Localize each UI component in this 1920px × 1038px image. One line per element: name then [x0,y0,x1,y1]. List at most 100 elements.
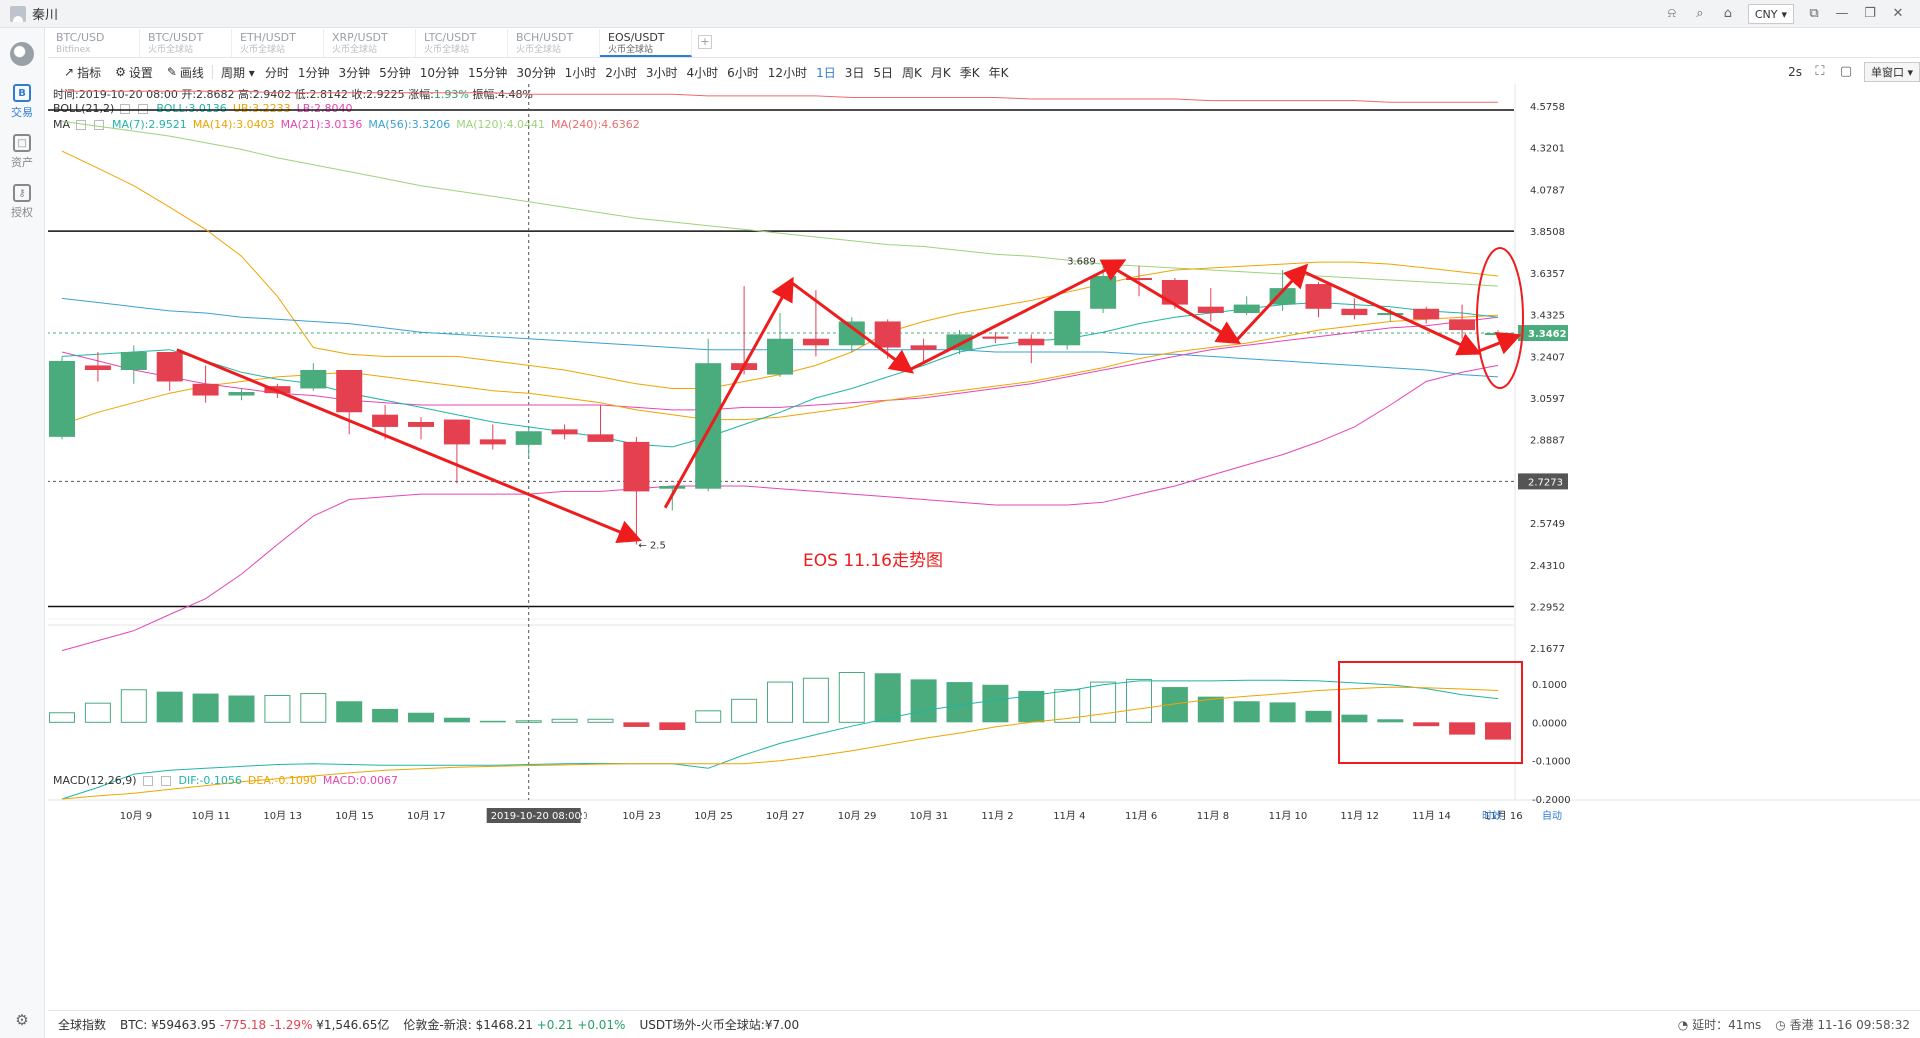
macd-bar-up [731,698,758,723]
x-tick-label: 10月 31 [910,810,949,822]
tab-eth-usdt[interactable]: ETH/USDT 火币全球站 [232,29,324,57]
tab-btc-usd[interactable]: BTC/USD Bitfinex [48,29,140,57]
period-dropdown[interactable]: 周期 ▾ [221,64,255,81]
macd-bar-up [1126,678,1152,723]
candle-up [659,486,686,489]
fullscreen-icon[interactable]: ⛶ [1815,64,1825,79]
period-option[interactable]: 5日 [873,65,893,80]
ma7-value: MA(7):2.9521 [112,118,187,131]
settings-gear-icon[interactable]: ⚙ [15,1011,29,1029]
window-mode-select[interactable]: 单窗口 ▾ [1863,62,1920,82]
minimize-icon[interactable]: — [1835,6,1849,21]
sidebar-item-authorize[interactable]: ⚷ 授权 [0,184,44,220]
candle-down [587,434,614,442]
period-option[interactable]: 季K [959,65,980,80]
indicators-button[interactable]: ↗ 指标 [64,64,101,81]
candle-down [479,439,506,445]
assets-icon: □ [13,134,31,152]
period-option[interactable]: 1日 [816,65,836,80]
macd-bar-up [874,673,901,723]
x-tick-label: 11月 10 [1269,810,1308,822]
info-close: 收:2.9225 [351,88,405,101]
period-option[interactable]: 6小时 [727,65,759,80]
chart-toolbar: ↗ 指标 ⚙ 设置 ✎ 画线 周期 ▾ 分时 1分钟 3分钟 5分钟 10分钟 15分钟 30分钟… [48,60,1920,84]
period-option[interactable]: 3小时 [645,65,678,80]
period-option[interactable]: 2小时 [605,65,637,80]
tab-btc-usdt[interactable]: BTC/USDT 火币全球站 [140,29,232,57]
macd-bar-up [479,720,506,723]
draw-line-button[interactable]: ✎ 画线 [167,64,204,81]
period-option[interactable]: 15分钟 [468,65,508,80]
tab-xrp-usdt[interactable]: XRP/USDT 火币全球站 [324,29,416,57]
sidebar-item-trade[interactable]: B 交易 [0,84,44,120]
period-option[interactable]: 3日 [844,65,865,80]
candle-down [1449,319,1476,331]
period-option[interactable]: 月K [930,65,951,80]
macd-bar-up [84,702,111,723]
candle-up [1269,288,1296,305]
tab-bch-usdt[interactable]: BCH/USDT 火币全球站 [508,29,600,57]
x-tick-label: 10月 29 [838,810,877,822]
settings-label: 设置 [128,65,153,80]
x-tick-label: 10月 9 [120,810,152,822]
x-tick-label: 11月 8 [1197,810,1229,822]
settings-button[interactable]: ⚙ 设置 [115,64,153,81]
bell-icon[interactable]: ⍾ [1667,6,1677,21]
period-option[interactable]: 年K [988,65,1009,80]
candle-up [1377,312,1404,316]
period-option[interactable]: 1分钟 [297,65,330,80]
period-option[interactable]: 30分钟 [516,65,556,80]
currency-value: CNY [1754,7,1778,21]
search-icon[interactable]: ⌕ [1696,6,1704,21]
indicator-close-icon[interactable] [94,119,105,130]
candle-up [946,334,973,350]
sidebar-item-assets[interactable]: □ 资产 [0,134,44,170]
trend-arrow [1234,263,1309,342]
global-index-label[interactable]: 全球指数 [58,1018,107,1032]
gold-price: $1468.21 [475,1018,533,1032]
close-icon[interactable]: ✕ [1892,6,1904,21]
indicator-close-icon[interactable] [160,775,171,786]
indicator-settings-icon[interactable] [142,775,153,786]
currency-select[interactable]: CNY ▾ [1747,4,1794,24]
tab-exchange: 火币全球站 [424,45,470,55]
indicator-settings-icon[interactable] [120,103,131,114]
btc-change: -775.18 [219,1018,267,1032]
shirt-icon[interactable]: ⌂ [1723,6,1732,21]
price-chart[interactable]: 3.689 ← 2.5 4.5758 4.3201 4.0787 3.8508 3.6357… [48,84,1920,1010]
tab-eos-usdt[interactable]: EOS/USDT 火币全球站 [600,29,692,57]
period-option[interactable]: 10分钟 [419,65,460,80]
period-option[interactable]: 1小时 [564,65,597,80]
trend-arrow [1475,331,1522,355]
candle-up [1090,275,1117,309]
period-option[interactable]: 分时 [264,65,289,80]
screenshot-icon[interactable]: ▢ [1839,64,1853,79]
add-tab-button[interactable]: + [698,35,712,49]
indicator-close-icon[interactable] [138,103,149,114]
info-amplitude: 振幅:4.48% [472,88,533,101]
tab-ltc-usdt[interactable]: LTC/USDT 火币全球站 [416,29,508,57]
time-mode-label[interactable]: 时效 [1482,809,1502,822]
y-tick-label: 2.8887 [1530,436,1565,447]
clock: 香港 11-16 09:58:32 [1789,1018,1910,1032]
trend-arrow [1109,264,1242,344]
user-account[interactable]: 秦川 [10,4,58,23]
current-price-tag [1518,325,1568,342]
macd-bar-up [802,677,829,723]
refresh-interval[interactable]: 2s [1788,65,1802,79]
tab-pair: LTC/USDT [424,31,477,44]
popout-icon[interactable]: ⧉ [1809,6,1819,21]
period-option[interactable]: 3分钟 [338,65,371,80]
period-option[interactable]: 周K [902,65,922,80]
period-option[interactable]: 12小时 [767,65,808,80]
macd-bar-down [1449,722,1476,735]
period-option[interactable]: 4小时 [686,65,719,80]
macd-highlight-box [1338,661,1523,764]
sidebar-item-label: 资产 [11,156,33,169]
y-tick-label: 3.4325 [1530,311,1565,322]
period-option[interactable]: 5分钟 [379,65,411,80]
restore-icon[interactable]: ❐ [1864,6,1876,21]
y-tick-label: 3.0597 [1530,394,1565,405]
x-tick-label: 11月 6 [1125,810,1157,822]
auto-scale-label[interactable]: 自动 [1542,809,1562,822]
